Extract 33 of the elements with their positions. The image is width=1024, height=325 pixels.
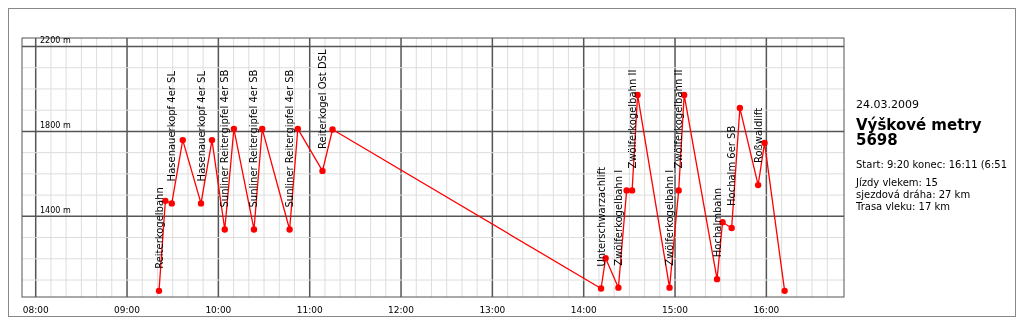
text: Výškové metry 5698 [856,116,982,149]
annotation: Sunliner Reitergipfel 4er SB [284,69,296,208]
annotation: Reiterkogelbahn [153,187,165,269]
annotation: Hasenauerkopf 4er SL [166,70,178,182]
x-tick-label: 09:00 [114,305,141,315]
text: Jízdy vlekem: 15 [855,177,938,188]
x-tick-label: 13:00 [479,305,506,315]
text: Start: 9:20 konec: 16:11 (6:51 [856,159,1008,170]
annotation: Hochalm 6er SB [726,125,738,206]
x-tick-label: 12:00 [388,305,415,315]
annotation: Zwölferkogelbahn II [626,69,638,169]
x-tick-label: 16:00 [753,305,780,315]
text: Trasa vleku: 17 km [855,201,951,212]
text: 24.03.2009 [856,98,919,111]
annotation: Zwölferkogelbahn II [673,69,685,169]
x-tick-label: 10:00 [205,305,232,315]
x-tick-label: 11:00 [296,305,323,315]
x-tick-label: 08:00 [22,305,49,315]
x-tick-label: 15:00 [662,305,689,315]
annotation: Zwölferkogelbahn I [664,169,676,266]
annotation: Unterschwarzachlift [595,167,607,267]
annotation: Hochalmbahn [711,187,723,258]
annotation: Hasenauerkopf 4er SL [195,70,207,182]
x-tick-label: 14:00 [570,305,597,315]
y-tick-label: 2200 m [40,36,71,46]
annotation: Reiterkogel Ost DSL [316,49,328,149]
y-tick-label: 1800 m [40,121,71,131]
annotation: Sunliner Reitergipfel 4er SB [219,69,231,208]
annotation: Roßwaldlift [752,107,764,164]
annotation: Sunliner Reitergipfel 4er SB [248,69,260,208]
text: sjezdová dráha: 27 km [856,189,971,200]
annotation: Zwölferkogelbahn I [612,169,624,266]
y-tick-label: 1400 m [40,206,71,216]
